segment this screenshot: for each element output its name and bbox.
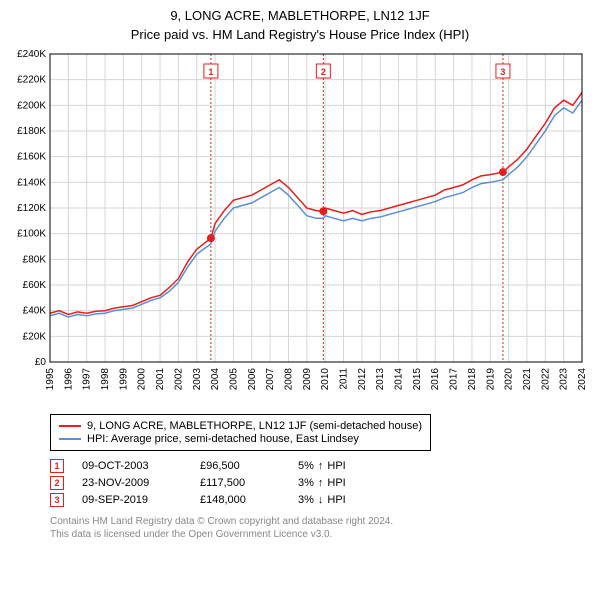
arrow-icon: ↓	[318, 494, 324, 506]
svg-text:1998: 1998	[100, 368, 111, 391]
legend: 9, LONG ACRE, MABLETHORPE, LN12 1JF (sem…	[50, 414, 431, 451]
sales-row: 3 09-SEP-2019 £148,000 3% ↓HPI	[50, 493, 580, 507]
sale-price: £117,500	[200, 477, 280, 489]
sale-delta-suffix: HPI	[327, 477, 345, 489]
sale-delta: 3% ↓HPI	[298, 494, 346, 506]
svg-text:2024: 2024	[577, 368, 588, 391]
sale-date: 23-NOV-2009	[82, 477, 182, 489]
sale-delta-suffix: HPI	[327, 494, 345, 506]
svg-text:2003: 2003	[192, 368, 203, 391]
svg-text:1995: 1995	[45, 368, 56, 391]
attribution: Contains HM Land Registry data © Crown c…	[50, 515, 580, 541]
legend-swatch	[59, 425, 81, 427]
svg-text:2008: 2008	[283, 368, 294, 391]
svg-text:2006: 2006	[247, 368, 258, 391]
sale-date: 09-SEP-2019	[82, 494, 182, 506]
svg-text:£60K: £60K	[23, 280, 47, 291]
sales-table: 109-OCT-2003£96,5005%↑HPI223-NOV-2009£11…	[50, 459, 580, 507]
svg-text:2: 2	[321, 67, 326, 77]
sale-delta-pct: 3%	[298, 477, 314, 489]
svg-text:£180K: £180K	[17, 126, 46, 137]
sale-price: £148,000	[200, 494, 280, 506]
arrow-icon: ↑	[318, 460, 324, 472]
svg-text:£160K: £160K	[17, 152, 46, 163]
price-chart: £0 £20K £40K £60K £80K £100K £120K £140K £160K £1…	[12, 50, 588, 410]
svg-text:£40K: £40K	[23, 306, 47, 317]
svg-text:2015: 2015	[412, 368, 423, 391]
legend-swatch	[59, 438, 81, 440]
svg-text:2022: 2022	[540, 368, 551, 391]
svg-text:1999: 1999	[118, 368, 129, 391]
svg-text:2023: 2023	[559, 368, 570, 391]
legend-item: HPI: Average price, semi-detached house,…	[59, 433, 422, 445]
svg-text:£80K: £80K	[23, 254, 47, 265]
sale-date: 09-OCT-2003	[82, 460, 182, 472]
legend-label: HPI: Average price, semi-detached house,…	[87, 433, 359, 445]
attribution-line: Contains HM Land Registry data © Crown c…	[50, 515, 580, 528]
svg-text:2014: 2014	[394, 368, 405, 391]
sales-row: 1 09-OCT-2003 £96,500 5% ↑HPI	[50, 459, 580, 473]
sale-delta-pct: 3%	[298, 494, 314, 506]
svg-text:2009: 2009	[302, 368, 313, 391]
svg-text:2007: 2007	[265, 368, 276, 391]
sale-delta: 3% ↑HPI	[298, 477, 346, 489]
svg-text:2019: 2019	[485, 368, 496, 391]
svg-text:£120K: £120K	[17, 203, 46, 214]
svg-text:2020: 2020	[504, 368, 515, 391]
svg-text:2021: 2021	[522, 368, 533, 391]
svg-text:£240K: £240K	[17, 50, 46, 60]
sale-price: £96,500	[200, 460, 280, 472]
sale-delta: 5% ↑HPI	[298, 460, 346, 472]
svg-text:3: 3	[500, 67, 505, 77]
svg-text:£20K: £20K	[23, 331, 47, 342]
sale-delta-pct: 5%	[298, 460, 314, 472]
legend-label: 9, LONG ACRE, MABLETHORPE, LN12 1JF (sem…	[87, 420, 422, 432]
sale-marker: 3	[50, 493, 64, 507]
svg-text:2010: 2010	[320, 368, 331, 391]
svg-text:£140K: £140K	[17, 177, 46, 188]
page-title: 9, LONG ACRE, MABLETHORPE, LN12 1JF	[12, 8, 588, 23]
svg-text:2002: 2002	[173, 368, 184, 391]
svg-text:2017: 2017	[449, 368, 460, 391]
sale-marker: 2	[50, 476, 64, 490]
attribution-line: This data is licensed under the Open Gov…	[50, 528, 580, 541]
svg-text:1: 1	[208, 67, 213, 77]
svg-text:2005: 2005	[228, 368, 239, 391]
svg-text:2011: 2011	[339, 368, 350, 390]
svg-text:£200K: £200K	[17, 100, 46, 111]
svg-text:2001: 2001	[155, 368, 166, 391]
svg-text:£0: £0	[35, 357, 47, 368]
svg-text:£220K: £220K	[17, 75, 46, 86]
sales-row: 2 23-NOV-2009 £117,500 3% ↑HPI	[50, 476, 580, 490]
legend-item: 9, LONG ACRE, MABLETHORPE, LN12 1JF (sem…	[59, 420, 422, 432]
sale-marker: 1	[50, 459, 64, 473]
svg-text:1997: 1997	[82, 368, 93, 391]
svg-text:£100K: £100K	[17, 229, 46, 240]
svg-text:2013: 2013	[375, 368, 386, 391]
svg-text:1996: 1996	[63, 368, 74, 391]
svg-text:2004: 2004	[210, 368, 221, 391]
svg-text:2012: 2012	[357, 368, 368, 391]
sale-delta-suffix: HPI	[327, 460, 345, 472]
arrow-icon: ↑	[318, 477, 324, 489]
svg-text:2018: 2018	[467, 368, 478, 391]
svg-text:2000: 2000	[137, 368, 148, 391]
page-subtitle: Price paid vs. HM Land Registry's House …	[12, 27, 588, 42]
svg-text:2016: 2016	[430, 368, 441, 391]
